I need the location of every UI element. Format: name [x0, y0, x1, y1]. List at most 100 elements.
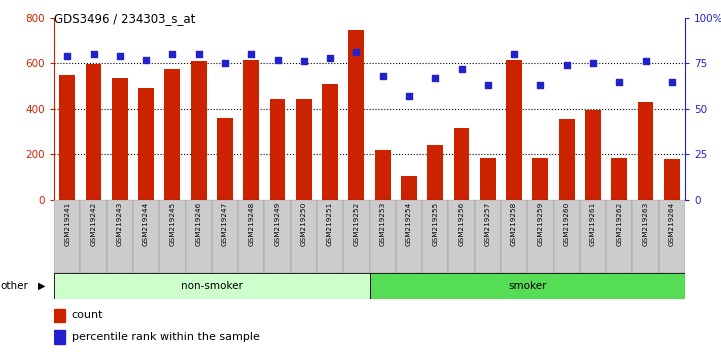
FancyBboxPatch shape — [291, 200, 317, 273]
Point — [534, 82, 546, 88]
Bar — [611, 158, 627, 200]
Point — [640, 59, 651, 64]
Point — [377, 73, 389, 79]
Point — [508, 51, 520, 57]
Text: GSM219263: GSM219263 — [642, 202, 648, 246]
Point — [561, 62, 572, 68]
FancyBboxPatch shape — [212, 200, 238, 273]
Text: GSM219254: GSM219254 — [406, 202, 412, 246]
Text: GSM219246: GSM219246 — [195, 202, 202, 246]
Text: GDS3496 / 234303_s_at: GDS3496 / 234303_s_at — [54, 12, 195, 25]
Bar — [322, 84, 338, 200]
FancyBboxPatch shape — [501, 200, 527, 273]
Text: percentile rank within the sample: percentile rank within the sample — [71, 332, 260, 342]
Text: GSM219242: GSM219242 — [91, 202, 97, 246]
Text: GSM219247: GSM219247 — [222, 202, 228, 246]
Bar — [637, 102, 653, 200]
FancyBboxPatch shape — [80, 200, 107, 273]
Bar — [664, 159, 680, 200]
Bar — [296, 99, 311, 200]
Point — [587, 61, 598, 66]
FancyBboxPatch shape — [474, 200, 501, 273]
Point — [193, 51, 205, 57]
Point — [403, 93, 415, 99]
Text: GSM219250: GSM219250 — [301, 202, 307, 246]
Text: GSM219256: GSM219256 — [459, 202, 464, 246]
FancyBboxPatch shape — [369, 200, 396, 273]
Bar — [454, 128, 469, 200]
Bar — [270, 99, 286, 200]
Bar — [217, 118, 233, 200]
FancyBboxPatch shape — [369, 273, 685, 299]
Text: GSM219251: GSM219251 — [327, 202, 333, 246]
Text: GSM219258: GSM219258 — [511, 202, 517, 246]
FancyBboxPatch shape — [159, 200, 185, 273]
Text: GSM219244: GSM219244 — [143, 202, 149, 246]
Bar — [401, 176, 417, 200]
Bar — [585, 110, 601, 200]
Point — [324, 55, 336, 61]
Point — [141, 57, 152, 62]
Point — [430, 75, 441, 81]
Text: GSM219257: GSM219257 — [485, 202, 491, 246]
FancyBboxPatch shape — [580, 200, 606, 273]
Bar — [86, 64, 102, 200]
Text: count: count — [71, 310, 103, 320]
Bar — [59, 75, 75, 200]
Text: GSM219252: GSM219252 — [353, 202, 359, 246]
Text: GSM219245: GSM219245 — [169, 202, 175, 246]
Point — [666, 79, 678, 84]
Bar — [559, 119, 575, 200]
Text: GSM219261: GSM219261 — [590, 202, 596, 246]
FancyBboxPatch shape — [54, 200, 80, 273]
Text: GSM219255: GSM219255 — [432, 202, 438, 246]
Text: GSM219260: GSM219260 — [564, 202, 570, 246]
Bar — [191, 61, 206, 200]
Point — [350, 50, 362, 55]
Text: GSM219249: GSM219249 — [275, 202, 280, 246]
FancyBboxPatch shape — [54, 273, 369, 299]
FancyBboxPatch shape — [632, 200, 659, 273]
FancyBboxPatch shape — [107, 200, 133, 273]
FancyBboxPatch shape — [238, 200, 265, 273]
Point — [61, 53, 73, 59]
Point — [219, 61, 231, 66]
Text: GSM219262: GSM219262 — [616, 202, 622, 246]
Text: GSM219248: GSM219248 — [248, 202, 255, 246]
FancyBboxPatch shape — [554, 200, 580, 273]
Bar — [375, 150, 391, 200]
Point — [114, 53, 125, 59]
FancyBboxPatch shape — [265, 200, 291, 273]
Bar — [164, 69, 180, 200]
Point — [614, 79, 625, 84]
Bar — [138, 88, 154, 200]
Point — [298, 59, 309, 64]
Text: other: other — [1, 281, 29, 291]
FancyBboxPatch shape — [422, 200, 448, 273]
FancyBboxPatch shape — [317, 200, 343, 273]
Text: GSM219241: GSM219241 — [64, 202, 70, 246]
Bar — [112, 78, 128, 200]
FancyBboxPatch shape — [396, 200, 422, 273]
Bar — [348, 29, 364, 200]
Bar — [243, 60, 259, 200]
Text: GSM219259: GSM219259 — [537, 202, 544, 246]
FancyBboxPatch shape — [606, 200, 632, 273]
Text: non-smoker: non-smoker — [181, 281, 243, 291]
Point — [245, 51, 257, 57]
Bar — [54, 330, 66, 343]
Bar — [480, 158, 495, 200]
Point — [167, 51, 178, 57]
FancyBboxPatch shape — [343, 200, 369, 273]
FancyBboxPatch shape — [659, 200, 685, 273]
FancyBboxPatch shape — [448, 200, 474, 273]
Point — [88, 51, 99, 57]
Bar — [428, 145, 443, 200]
Point — [482, 82, 494, 88]
Point — [456, 66, 467, 72]
Text: smoker: smoker — [508, 281, 547, 291]
Bar — [54, 309, 66, 322]
Point — [272, 57, 283, 62]
Bar — [506, 60, 522, 200]
Text: GSM219253: GSM219253 — [380, 202, 386, 246]
